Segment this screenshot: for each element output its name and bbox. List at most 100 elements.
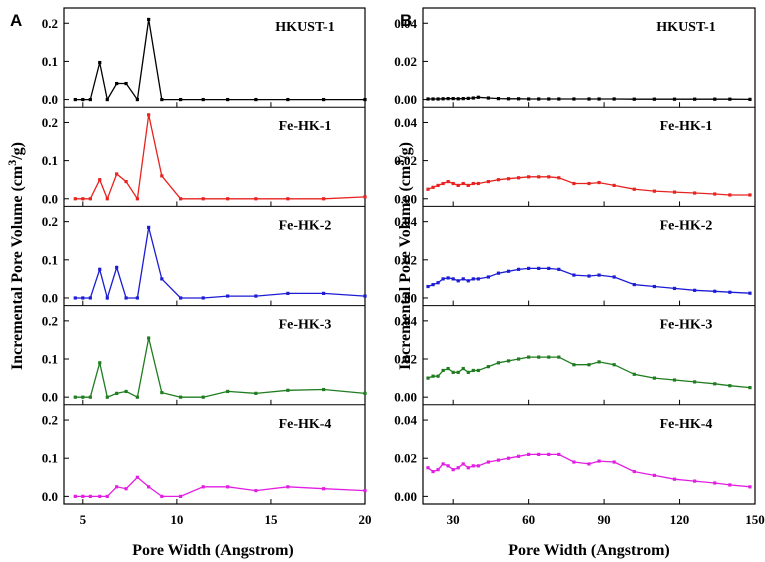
data-point-HKUST-1: [572, 97, 576, 101]
data-point-Fe-HK-1: [115, 172, 119, 176]
data-point-Fe-HK-2: [587, 274, 591, 278]
data-point-Fe-HK-2: [436, 281, 440, 285]
data-point-HKUST-1: [456, 97, 460, 101]
data-point-Fe-HK-1: [436, 183, 440, 188]
data-point-Fe-HK-2: [363, 294, 367, 298]
data-point-Fe-HK-4: [587, 462, 591, 466]
data-point-HKUST-1: [254, 97, 258, 102]
data-point-HKUST-1: [81, 97, 85, 102]
y-tick-label: 0.1: [42, 54, 58, 69]
data-point-Fe-HK-2: [461, 277, 465, 281]
data-point-Fe-HK-1: [516, 176, 521, 180]
data-point-Fe-HK-3: [254, 391, 258, 395]
data-point-Fe-HK-2: [446, 276, 450, 280]
chart-letter-A: A: [10, 11, 22, 30]
chart-A-frame: [63, 7, 366, 505]
data-point-HKUST-1: [748, 97, 752, 101]
data-point-Fe-HK-1: [456, 183, 460, 188]
data-point-Fe-HK-4: [201, 485, 205, 489]
x-tick-label: 10: [170, 512, 183, 527]
data-point-Fe-HK-1: [597, 180, 601, 185]
data-point-Fe-HK-4: [105, 494, 109, 498]
data-point-HKUST-1: [426, 97, 430, 101]
y-tick-label: 0.0: [42, 92, 58, 107]
data-point-HKUST-1: [179, 97, 183, 102]
data-point-Fe-HK-4: [436, 468, 440, 472]
data-point-Fe-HK-4: [527, 452, 531, 456]
data-point-Fe-HK-3: [160, 390, 164, 395]
data-point-HKUST-1: [115, 81, 119, 86]
data-point-HKUST-1: [547, 97, 551, 101]
data-point-Fe-HK-1: [254, 197, 258, 201]
data-point-Fe-HK-1: [179, 197, 183, 201]
data-point-HKUST-1: [506, 97, 511, 101]
data-point-HKUST-1: [672, 97, 677, 101]
data-point-Fe-HK-4: [179, 494, 183, 498]
data-point-Fe-HK-3: [81, 395, 85, 399]
data-point-Fe-HK-2: [547, 266, 551, 270]
data-point-Fe-HK-1: [322, 197, 326, 201]
data-point-Fe-HK-1: [537, 175, 541, 179]
data-point-Fe-HK-2: [124, 296, 128, 300]
data-point-Fe-HK-3: [461, 366, 465, 371]
data-point-Fe-HK-4: [597, 459, 601, 463]
data-point-Fe-HK-4: [226, 485, 230, 489]
y-tick-label: 0.04: [394, 214, 417, 229]
y-axis-label: Incremental Pore Volume (cm3/g): [5, 142, 26, 370]
y-tick-label: 0.00: [394, 489, 417, 504]
data-point-HKUST-1: [436, 97, 440, 101]
data-point-HKUST-1: [527, 97, 531, 101]
data-point-Fe-HK-1: [81, 197, 85, 201]
data-point-Fe-HK-3: [652, 376, 656, 380]
data-point-HKUST-1: [431, 97, 435, 101]
data-point-Fe-HK-1: [98, 178, 102, 182]
y-tick-label: 0.2: [42, 115, 58, 130]
data-point-Fe-HK-2: [160, 277, 164, 281]
data-point-HKUST-1: [537, 97, 541, 101]
data-point-Fe-HK-3: [476, 368, 480, 373]
y-tick-label: 0.0: [42, 489, 58, 504]
data-point-Fe-HK-2: [201, 296, 205, 300]
series-line-Fe-HK-2: [427, 267, 751, 294]
data-point-Fe-HK-3: [693, 380, 697, 384]
data-point-Fe-HK-3: [471, 368, 475, 373]
y-tick-label: 0.1: [42, 352, 58, 367]
data-point-Fe-HK-2: [748, 291, 752, 295]
data-point-Fe-HK-4: [431, 469, 435, 474]
data-point-Fe-HK-3: [547, 355, 551, 359]
y-tick-label: 0.2: [42, 214, 58, 229]
series-line-Fe-HK-2: [75, 227, 366, 301]
data-point-Fe-HK-1: [612, 183, 616, 188]
data-point-Fe-HK-2: [115, 265, 119, 270]
data-point-Fe-HK-1: [160, 174, 164, 178]
data-point-Fe-HK-4: [363, 489, 367, 493]
data-point-HKUST-1: [226, 97, 230, 102]
data-point-HKUST-1: [451, 97, 455, 101]
series-line-Fe-HK-3: [427, 356, 751, 389]
data-point-Fe-HK-1: [547, 175, 551, 179]
series-label-Fe-HK-3: Fe-HK-3: [279, 318, 332, 333]
data-point-Fe-HK-1: [73, 197, 77, 201]
data-point-HKUST-1: [587, 97, 591, 101]
data-point-Fe-HK-3: [466, 370, 470, 374]
y-tick-label: 0.0: [42, 290, 58, 305]
y-tick-label: 0.00: [394, 290, 417, 305]
y-tick-label: 0.04: [394, 16, 417, 31]
series-label-Fe-HK-2: Fe-HK-2: [660, 218, 713, 233]
data-point-Fe-HK-4: [160, 494, 164, 498]
data-point-Fe-HK-1: [286, 197, 290, 201]
y-tick-label: 0.02: [394, 252, 417, 267]
data-point-Fe-HK-4: [506, 456, 511, 460]
data-point-Fe-HK-2: [713, 289, 717, 293]
data-point-Fe-HK-3: [672, 378, 677, 382]
data-point-Fe-HK-4: [147, 485, 151, 489]
data-point-Fe-HK-2: [693, 288, 697, 292]
data-point-Fe-HK-4: [461, 462, 465, 466]
data-point-Fe-HK-3: [456, 370, 460, 374]
data-point-HKUST-1: [98, 60, 102, 65]
chart-letter-B: B: [400, 11, 412, 30]
data-point-Fe-HK-1: [713, 192, 717, 196]
chart-B-frame: [422, 7, 756, 505]
series-line-Fe-HK-3: [75, 337, 366, 399]
data-point-HKUST-1: [124, 81, 128, 86]
